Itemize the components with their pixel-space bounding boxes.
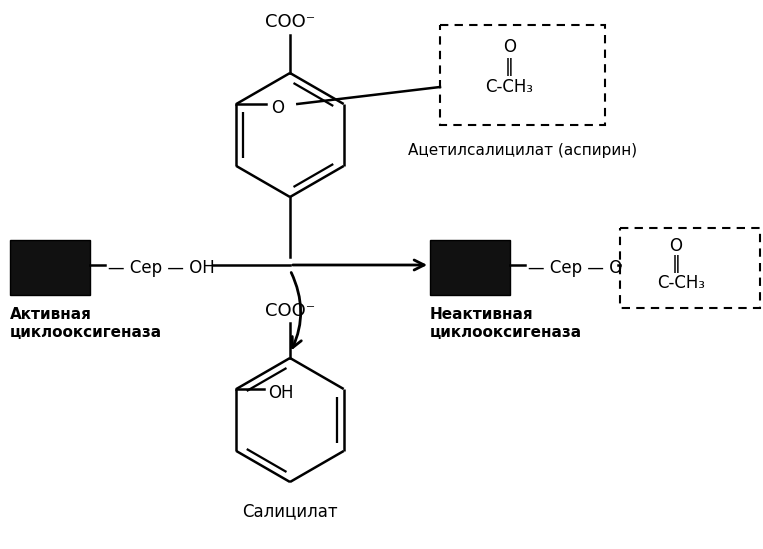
Bar <box>10 240 90 295</box>
Text: OH: OH <box>269 384 294 402</box>
Bar <box>440 25 605 125</box>
Text: ‖: ‖ <box>671 255 681 273</box>
Text: C-CH₃: C-CH₃ <box>485 78 533 96</box>
Text: Ацетилсалицилат (аспирин): Ацетилсалицилат (аспирин) <box>408 143 637 158</box>
Text: Активная: Активная <box>10 307 92 322</box>
Text: Неактивная: Неактивная <box>430 307 533 322</box>
Text: O: O <box>503 38 516 56</box>
FancyArrowPatch shape <box>291 272 301 348</box>
Text: — Сер — OH: — Сер — OH <box>108 259 214 277</box>
Bar <box>430 240 510 295</box>
Bar <box>620 228 760 308</box>
Text: ‖: ‖ <box>505 58 513 76</box>
Text: O: O <box>669 237 682 255</box>
Text: циклооксигеназа: циклооксигеназа <box>430 325 582 340</box>
Text: Салицилат: Салицилат <box>242 502 338 520</box>
Text: O: O <box>272 99 285 117</box>
Text: — Сер — O: — Сер — O <box>528 259 623 277</box>
Text: COO⁻: COO⁻ <box>265 13 315 31</box>
Text: циклооксигеназа: циклооксигеназа <box>10 325 162 340</box>
Text: COO⁻: COO⁻ <box>265 302 315 320</box>
Text: C-CH₃: C-CH₃ <box>657 274 705 292</box>
